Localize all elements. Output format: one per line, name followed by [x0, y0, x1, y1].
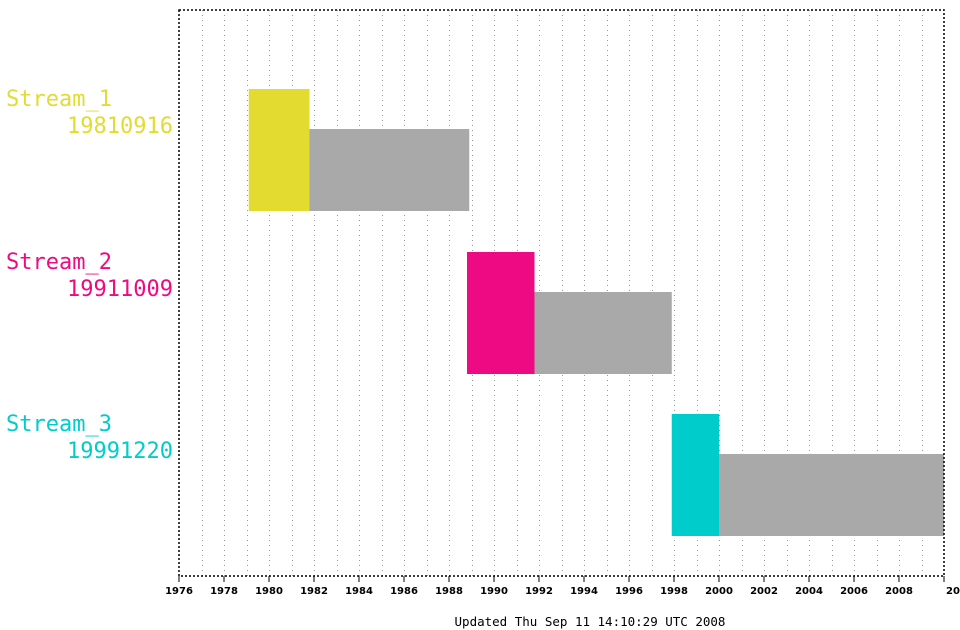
x-tick-label: 1980 — [255, 586, 283, 597]
stream-name-label: Stream_3 — [6, 412, 112, 437]
stream-name-label: Stream_1 — [6, 87, 112, 112]
stream-date-label: 19810916 — [67, 114, 173, 139]
x-tick-label: 1982 — [300, 586, 328, 597]
stream-extent-bar — [534, 292, 672, 374]
stream-date-label: 19911009 — [67, 277, 173, 302]
stream-active-bar — [248, 89, 310, 211]
x-tick-label: 1976 — [165, 586, 193, 597]
x-tick-label: 1984 — [345, 586, 373, 597]
stream-active-bar — [467, 252, 535, 374]
stream-extent-bar — [309, 129, 470, 211]
x-tick-label: 2006 — [840, 586, 868, 597]
stream-name-label: Stream_2 — [6, 250, 112, 275]
x-tick-label: 1998 — [660, 586, 688, 597]
stream-extent-bar — [719, 454, 944, 536]
x-tick-label: 1986 — [390, 586, 418, 597]
x-tick-label: 2008 — [885, 586, 913, 597]
stream-active-bar — [671, 414, 719, 536]
x-tick-label: 2000 — [705, 586, 733, 597]
x-tick-label: 1990 — [480, 586, 508, 597]
x-axis: 1976 1978 1980 1982 1984 1986 1988 1990 1992 1994… — [165, 576, 960, 597]
x-tick-label: 1978 — [210, 586, 238, 597]
update-timestamp: Updated Thu Sep 11 14:10:29 UTC 2008 — [455, 614, 726, 629]
x-tick-label: 2002 — [750, 586, 778, 597]
x-tick-label: 1996 — [615, 586, 643, 597]
x-tick-label: 2004 — [795, 586, 823, 597]
stream-bars — [248, 89, 944, 536]
x-tick-label: 1994 — [570, 586, 598, 597]
x-tick-label: 2010 — [946, 586, 960, 597]
plot-frame — [178, 9, 945, 577]
x-tick-label: 1992 — [525, 586, 553, 597]
stream-date-label: 19991220 — [67, 439, 173, 464]
x-tick-label: 1988 — [435, 586, 463, 597]
